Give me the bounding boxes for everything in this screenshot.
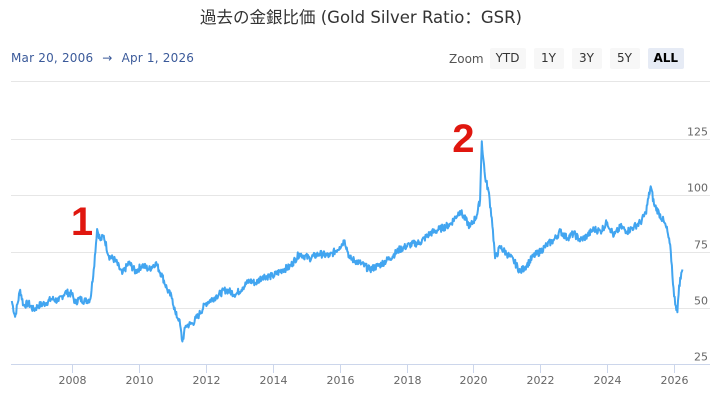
range-arrow: → bbox=[102, 51, 113, 65]
y-tick-125: 125 bbox=[687, 126, 708, 139]
x-tick-2010: 2010 bbox=[126, 374, 154, 387]
zoom-label: Zoom bbox=[449, 51, 484, 66]
annotation-marker-1: 1 bbox=[71, 200, 93, 244]
x-tick-2018: 2018 bbox=[394, 374, 422, 387]
zoom-selector: Zoom YTD 1Y 3Y 5Y ALL bbox=[449, 48, 687, 69]
zoom-button-3y[interactable]: 3Y bbox=[571, 48, 602, 69]
x-tick-2024: 2024 bbox=[594, 374, 622, 387]
x-tick-2026: 2026 bbox=[661, 374, 689, 387]
zoom-button-1y[interactable]: 1Y bbox=[533, 48, 564, 69]
y-axis-labels: 25 50 75 100 125 bbox=[687, 126, 708, 364]
gridlines bbox=[11, 139, 710, 309]
y-tick-100: 100 bbox=[687, 182, 708, 195]
x-tick-2016: 2016 bbox=[327, 374, 355, 387]
annotations: 12 bbox=[71, 117, 475, 244]
x-tick-2020: 2020 bbox=[460, 374, 488, 387]
x-tick-2012: 2012 bbox=[193, 374, 221, 387]
chart-title: 過去の金銀比価 (Gold Silver Ratio：GSR) bbox=[200, 8, 522, 27]
x-axis: 2008 2010 2012 2014 2016 2018 2020 2022 2024 2026 bbox=[11, 364, 710, 387]
y-tick-25: 25 bbox=[694, 351, 708, 364]
range-to[interactable]: Apr 1, 2026 bbox=[121, 51, 195, 65]
header-divider bbox=[11, 81, 710, 82]
range-from[interactable]: Mar 20, 2006 bbox=[11, 51, 94, 65]
zoom-button-ytd[interactable]: YTD bbox=[489, 48, 526, 69]
annotation-marker-2: 2 bbox=[452, 117, 474, 161]
y-tick-50: 50 bbox=[694, 295, 708, 308]
x-tick-2014: 2014 bbox=[260, 374, 288, 387]
y-tick-75: 75 bbox=[694, 239, 708, 252]
date-range[interactable]: Mar 20, 2006 → Apr 1, 2026 bbox=[11, 51, 194, 65]
x-tick-2008: 2008 bbox=[59, 374, 87, 387]
ratio-line-series[interactable] bbox=[10, 140, 684, 343]
zoom-button-all[interactable]: ALL bbox=[647, 48, 685, 69]
zoom-button-5y[interactable]: 5Y bbox=[609, 48, 640, 69]
x-tick-2022: 2022 bbox=[527, 374, 555, 387]
